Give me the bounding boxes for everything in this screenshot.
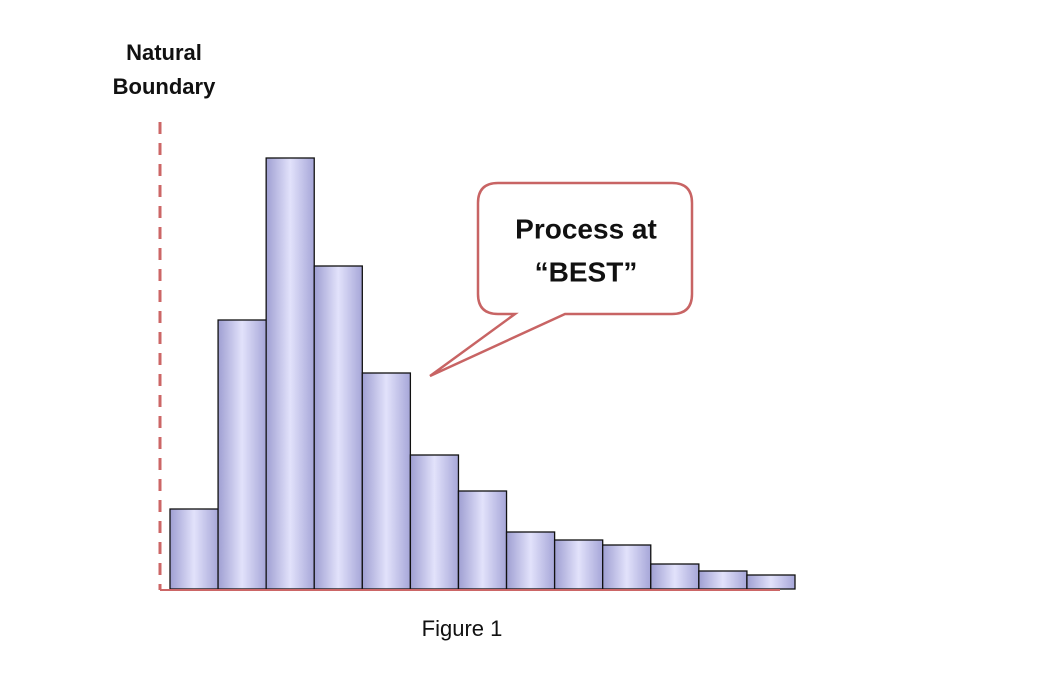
bar [602,544,652,590]
callout-bubble [429,181,694,378]
bar [698,570,748,590]
bar [217,319,267,590]
bar [505,531,556,590]
bar [457,490,508,590]
callout-text: Process at [515,213,657,244]
bar [650,563,700,590]
caption: Figure 1 [422,616,503,641]
bar [746,574,796,590]
bar [169,508,219,590]
bar [313,265,363,590]
bar [409,454,460,590]
callout-text: “BEST” [535,256,638,287]
bar [265,157,315,590]
boundary-label: Boundary [113,74,216,99]
bar [553,539,604,590]
bar [361,372,412,590]
boundary-label: Natural [126,40,202,65]
